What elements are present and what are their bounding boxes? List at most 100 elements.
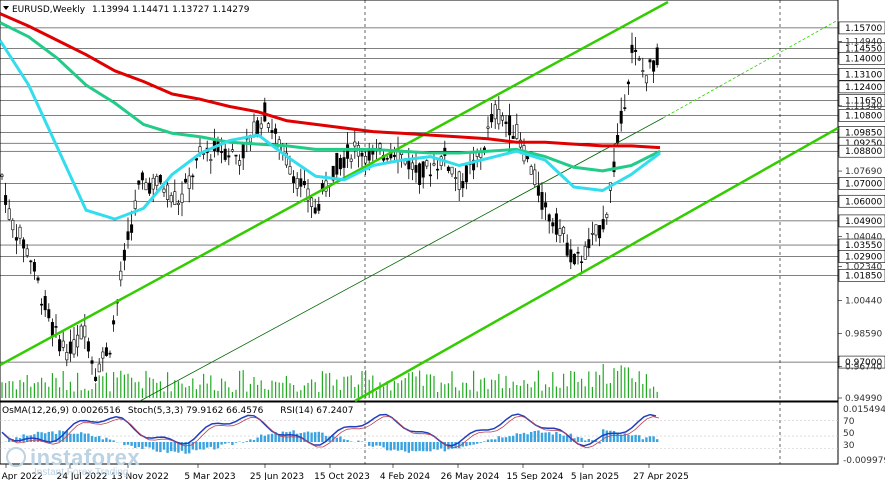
candle-body: [623, 107, 627, 109]
candle: [230, 142, 234, 153]
osma-bar: [483, 441, 486, 442]
time-label: 15 Sep 2024: [506, 472, 563, 480]
candle: [644, 75, 648, 92]
osma-bar: [170, 442, 173, 452]
candle-body: [565, 242, 569, 256]
candle: [32, 258, 36, 280]
candle: [76, 325, 80, 357]
candle: [338, 154, 342, 176]
osma-bar: [407, 442, 410, 453]
osma-bar: [249, 439, 252, 442]
candle-body: [72, 339, 76, 355]
candle-body: [338, 158, 342, 170]
osma-bar: [317, 431, 320, 442]
time-label: 26 May 2024: [441, 472, 500, 480]
candle-body: [169, 195, 173, 203]
candle-body: [450, 166, 454, 175]
candle-body: [104, 347, 108, 356]
level-label: 1.03550: [845, 241, 882, 251]
candle: [461, 173, 465, 198]
osma-bar: [530, 431, 533, 442]
osma-bar: [357, 440, 360, 442]
candle-body: [101, 351, 105, 359]
candle-body: [454, 177, 458, 179]
candle-body: [515, 124, 519, 139]
osma-bar: [137, 442, 140, 448]
candle-body: [583, 245, 587, 260]
candle: [43, 290, 47, 317]
candle-body: [500, 115, 504, 121]
candle-body: [274, 128, 278, 134]
osma-bar: [80, 432, 83, 442]
oscillator-tick-label: 50: [843, 429, 855, 439]
moving-average-line: [0, 12, 661, 150]
candle-body: [36, 277, 40, 281]
candle-body: [587, 239, 591, 249]
osma-bar: [44, 433, 47, 442]
candle: [562, 225, 566, 243]
dropdown-arrow-icon[interactable]: [3, 6, 9, 10]
candle-body: [299, 178, 303, 187]
candle-body: [364, 156, 368, 164]
candle-body: [18, 226, 22, 239]
osma-bar: [213, 442, 216, 450]
osma-bar: [173, 442, 176, 452]
candle-body: [54, 326, 58, 328]
candle-body: [353, 141, 357, 147]
candle-body: [238, 160, 242, 166]
osma-bar: [630, 435, 634, 442]
oscillator-header: OsMA(12,26,9) 0.0026516 Stoch(5,3,3) 79.9…: [2, 406, 353, 416]
osma-bar: [159, 442, 162, 453]
axis-tick-label: 1.07690: [845, 167, 882, 177]
oscillators: 0.015494 70 50 30 -0.009979: [0, 405, 885, 466]
watermark-brand: instaforex: [30, 445, 141, 470]
candle-body: [551, 222, 555, 227]
candle: [68, 329, 72, 362]
candle-body: [40, 303, 44, 306]
candle: [86, 337, 90, 359]
candle: [317, 196, 321, 214]
candle: [497, 96, 501, 130]
osma-bar: [180, 442, 184, 451]
candle: [180, 181, 184, 217]
candle-body: [202, 153, 206, 155]
osma-bar: [544, 432, 547, 442]
candle: [544, 192, 548, 221]
candle: [500, 112, 504, 127]
osma-bar: [609, 430, 612, 442]
candle: [637, 55, 641, 62]
oscillator-header-text: RSI(14) 67.2407: [280, 406, 353, 416]
candle: [302, 167, 306, 189]
candle: [598, 225, 602, 247]
candle: [464, 163, 468, 190]
candle-body: [576, 251, 580, 254]
symbol-header: EURUSD,Weekly: [12, 5, 86, 15]
candle: [259, 116, 263, 136]
osma-bar: [656, 439, 659, 442]
candle-body: [360, 152, 364, 157]
candle-body: [137, 180, 141, 185]
candle-body: [648, 59, 652, 63]
axis-tick-label: 0.98590: [845, 330, 882, 340]
osma-bar: [69, 433, 72, 442]
osma-bar: [458, 442, 461, 449]
candle-body: [547, 214, 551, 222]
candle: [104, 342, 108, 357]
osma-bar: [195, 442, 198, 451]
osma-bar: [94, 436, 97, 442]
candle: [572, 253, 576, 266]
candle: [569, 239, 573, 270]
candle: [40, 298, 44, 315]
candle-body: [432, 163, 436, 166]
level-label: 1.09250: [845, 139, 882, 149]
candle-body: [637, 58, 641, 61]
osma-bar: [472, 442, 475, 445]
osma-bar: [252, 439, 256, 442]
candle: [112, 315, 116, 332]
candle: [349, 154, 353, 169]
osma-bar: [209, 442, 212, 447]
level-label-box: [838, 214, 885, 228]
candle-body: [25, 248, 29, 256]
candle-body: [29, 260, 33, 263]
osma-bar: [368, 442, 371, 446]
